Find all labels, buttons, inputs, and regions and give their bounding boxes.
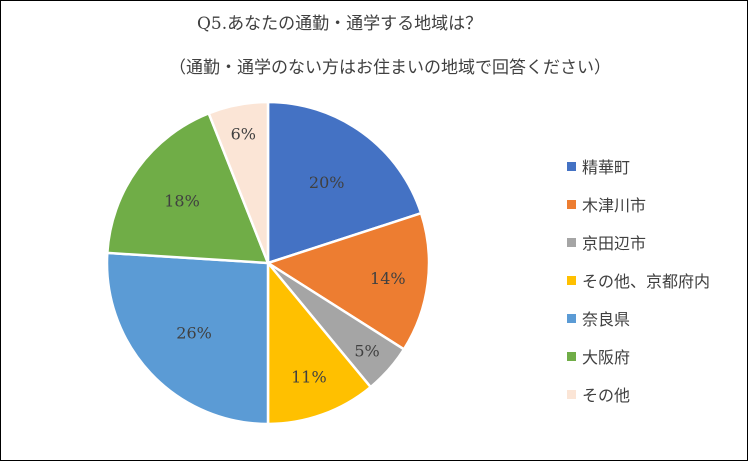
legend: 精華町木津川市京田辺市その他、京都府内 奈良県大阪府その他 (567, 147, 710, 413)
pie-slice (105, 111, 270, 265)
legend-label: 奈良県 (582, 310, 631, 329)
legend-swatch (567, 313, 576, 323)
legend-item: 大阪府 (567, 337, 710, 375)
legend-item: 奈良県 (567, 299, 710, 337)
legend-item: 京田辺市 (567, 223, 710, 261)
legend-label: その他、京都府内 (582, 272, 711, 291)
legend-item: その他、京都府内 (567, 261, 710, 299)
legend-label: 京田辺市 (582, 234, 647, 253)
slice-data-label: 5% (354, 341, 379, 360)
slice-data-label: 11% (291, 368, 327, 387)
pie-slice (105, 251, 270, 426)
legend-label: 大阪府 (582, 348, 631, 367)
legend-swatch (567, 351, 576, 361)
legend-swatch (567, 389, 576, 399)
legend-label: その他 (582, 386, 631, 405)
legend-swatch (567, 161, 576, 171)
chart-subtitle: （通勤・通学のない方はお住まいの地域で回答ください） (169, 58, 611, 78)
legend-swatch (567, 199, 576, 209)
pie-slice (266, 259, 373, 426)
slice-data-label: 26% (176, 323, 212, 342)
slice-data-label: 20% (309, 173, 345, 192)
pie-slice (266, 100, 423, 265)
slice-data-label: 18% (164, 192, 200, 211)
legend-swatch (567, 275, 576, 285)
legend-item: その他 (567, 375, 710, 413)
legend-label: 木津川市 (582, 196, 647, 215)
chart-title: Q5.あなたの通勤・通学する地域は？ (197, 14, 483, 34)
pie-slice (207, 100, 270, 264)
legend-item: 精華町 (567, 147, 710, 185)
pie-slice (265, 211, 431, 351)
legend-label: 精華町 (582, 158, 631, 177)
slice-data-label: 6% (231, 124, 256, 143)
legend-item: 木津川市 (567, 185, 710, 223)
slice-data-label: 14% (370, 269, 406, 288)
legend-swatch (567, 237, 576, 247)
